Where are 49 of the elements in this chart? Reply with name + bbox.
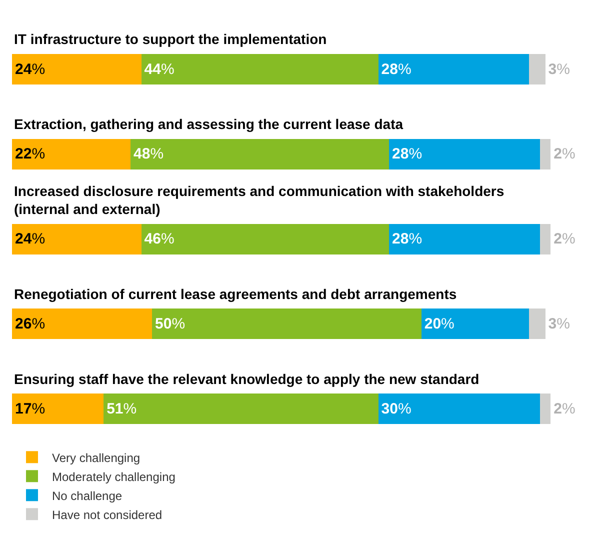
bar xyxy=(378,394,540,424)
bar xyxy=(540,394,551,424)
y-tick-label: Increased disclosure requirements and communication with stakeholders (internal and external) xyxy=(14,183,504,218)
bar xyxy=(540,224,551,254)
data-label: 46% xyxy=(144,230,174,248)
data-label: 48% xyxy=(134,146,164,163)
bar xyxy=(421,308,530,340)
data-label: 30% xyxy=(381,400,412,418)
bar xyxy=(529,308,546,340)
bar xyxy=(141,224,390,254)
y-tick-label: IT infrastructure to support the implementation xyxy=(14,31,327,47)
y-tick-label: Extraction, gathering and assessing the current lease data xyxy=(14,116,404,132)
bar xyxy=(12,394,104,424)
legend-label: Have not considered xyxy=(52,508,162,522)
data-label: 28% xyxy=(392,230,422,248)
bar xyxy=(104,394,378,424)
y-tick-label: Ensuring staff have the relevant knowledge to apply the new standard xyxy=(14,371,480,387)
data-label: 2% xyxy=(554,230,576,248)
data-label: 44% xyxy=(144,60,174,78)
legend-label: Very challenging xyxy=(52,450,140,465)
data-label: 28% xyxy=(381,60,412,78)
data-label: 2% xyxy=(554,400,576,418)
data-label: 3% xyxy=(548,315,570,332)
data-label: 17% xyxy=(15,400,46,418)
data-label: 2% xyxy=(554,146,576,163)
data-label: 3% xyxy=(548,60,570,78)
legend-label: No challenge xyxy=(52,488,122,503)
data-label: 50% xyxy=(155,315,186,332)
data-label: 20% xyxy=(424,315,454,332)
bar xyxy=(12,54,142,85)
bar xyxy=(529,54,546,85)
bar xyxy=(152,308,422,340)
data-label: 26% xyxy=(15,315,46,332)
data-label: 24% xyxy=(15,230,46,248)
bar xyxy=(389,224,540,254)
data-label: 28% xyxy=(392,146,422,163)
data-label: 51% xyxy=(106,400,137,418)
bar xyxy=(141,54,378,85)
data-label: 22% xyxy=(15,146,46,163)
bar xyxy=(389,138,540,170)
legend-label: Moderately challenging xyxy=(52,470,176,484)
bar xyxy=(12,138,130,170)
bar xyxy=(130,138,390,170)
bar xyxy=(540,138,551,170)
y-tick-label: Renegotiation of current lease agreements and debt arrangements xyxy=(14,286,457,302)
bar xyxy=(12,308,152,340)
bar xyxy=(12,224,142,254)
data-label: 24% xyxy=(15,60,46,78)
bar xyxy=(378,54,530,85)
